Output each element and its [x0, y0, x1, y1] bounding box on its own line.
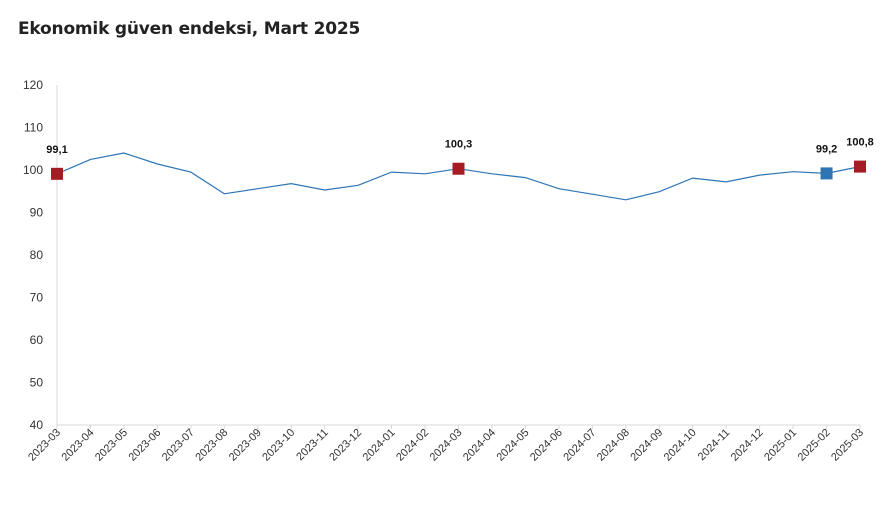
x-tick-label: 2024-04 — [461, 427, 498, 464]
x-tick-label: 2024-06 — [528, 427, 565, 464]
x-tick-label: 2023-03 — [26, 427, 63, 464]
y-axis: 40 50 60 70 80 90 100 110 120 — [23, 78, 58, 432]
y-tick-label: 50 — [30, 376, 44, 390]
x-tick-label: 2023-06 — [126, 427, 163, 464]
x-tick-label: 2024-07 — [561, 427, 598, 464]
data-label: 100,8 — [846, 137, 874, 149]
x-tick-label: 2025-02 — [796, 427, 833, 464]
x-tick-label: 2024-10 — [662, 427, 699, 464]
x-tick-label: 2023-09 — [227, 427, 264, 464]
data-label: 99,1 — [46, 144, 67, 156]
y-tick-label: 120 — [23, 78, 43, 92]
x-tick-label: 2024-03 — [428, 427, 465, 464]
x-tick-label: 2024-01 — [361, 427, 398, 464]
x-tick-label: 2023-07 — [160, 427, 197, 464]
x-tick-label: 2024-08 — [595, 427, 632, 464]
series-line — [56, 152, 861, 201]
data-point-marker — [854, 160, 866, 173]
series-layer — [56, 152, 861, 201]
x-tick-label: 2023-12 — [327, 427, 364, 464]
x-tick-label: 2023-10 — [260, 427, 297, 464]
x-tick-label: 2023-08 — [193, 427, 230, 464]
data-point-marker — [51, 167, 63, 180]
x-tick-label: 2024-09 — [628, 427, 665, 464]
y-tick-label: 90 — [30, 206, 44, 220]
data-label: 100,3 — [445, 139, 473, 151]
data-point-marker — [820, 167, 833, 180]
x-tick-label: 2024-02 — [394, 427, 431, 464]
data-label: 99,2 — [816, 143, 837, 155]
x-tick-label: 2023-05 — [93, 427, 130, 464]
x-axis: 2023-032023-042023-052023-062023-072023-… — [26, 424, 866, 464]
markers-layer: 99,1 100,3 99,2 100,8 — [46, 137, 874, 180]
x-tick-label: 2025-01 — [762, 427, 799, 464]
data-point-marker — [452, 162, 465, 175]
x-tick-label: 2024-05 — [495, 427, 532, 464]
x-tick-label: 2023-11 — [294, 427, 330, 463]
x-tick-label: 2024-11 — [696, 427, 732, 463]
x-tick-label: 2023-04 — [60, 427, 97, 464]
x-tick-label: 2025-03 — [829, 427, 866, 464]
y-tick-label: 60 — [30, 333, 44, 347]
y-tick-label: 80 — [30, 248, 44, 262]
chart-title: Ekonomik güven endeksi, Mart 2025 — [18, 19, 361, 39]
x-tick-label: 2024-12 — [729, 427, 766, 464]
y-tick-label: 100 — [23, 163, 43, 177]
y-tick-label: 40 — [30, 418, 44, 432]
y-tick-label: 110 — [24, 121, 43, 135]
y-tick-label: 70 — [30, 291, 44, 305]
